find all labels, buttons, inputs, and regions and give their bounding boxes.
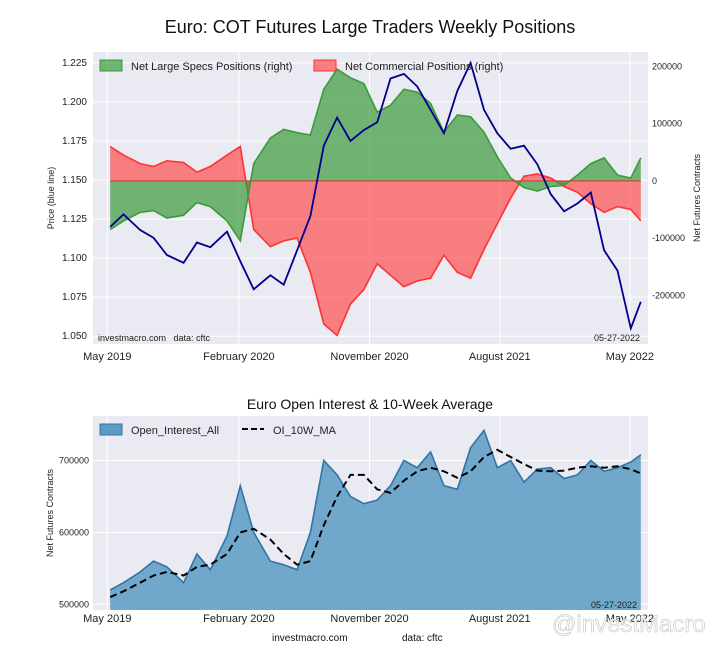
legend-label-specs: Net Large Specs Positions (right) — [131, 61, 292, 73]
moving-average-line — [109, 448, 642, 599]
top-left-tick-label: 1.075 — [62, 292, 87, 303]
open-interest-area — [109, 428, 642, 610]
bottom-date-note: 05-27-2022 — [591, 600, 637, 610]
large-specs-positions-edge — [109, 68, 642, 244]
top-date-note: 05-27-2022 — [594, 333, 640, 343]
open-interest-title: Euro Open Interest & 10-Week Average — [247, 396, 493, 412]
top-x-tick-label: November 2020 — [330, 351, 408, 363]
legend-label-commercial: Net Commercial Positions (right) — [345, 61, 503, 73]
bottom-x-tick-label: May 2019 — [83, 613, 131, 625]
top-source-note: investmacro.com data: cftc — [98, 333, 211, 343]
legend-swatch-specs — [99, 59, 123, 72]
bottom-x-tick-label: May 2022 — [606, 613, 654, 625]
ten-week-average-line — [109, 448, 642, 599]
bottom-x-tick-label: February 2020 — [203, 613, 275, 625]
bottom-y-tick-label: 500000 — [59, 599, 89, 609]
top-left-tick-label: 1.150 — [62, 175, 87, 186]
bottom-x-tick-label: August 2021 — [469, 613, 531, 625]
top-x-tick-label: May 2019 — [83, 351, 131, 363]
top-left-tick-label: 1.225 — [62, 58, 87, 69]
top-right-tick-label: -200000 — [652, 290, 685, 300]
watermark: @investMacro — [552, 611, 706, 638]
top-left-tick-label: 1.200 — [62, 97, 87, 108]
top-left-axis-ticks: 1.050 1.075 1.100 1.125 1.150 1.175 1.200 1.225 — [62, 58, 87, 342]
top-x-tick-label: February 2020 — [203, 351, 275, 363]
top-left-tick-label: 1.100 — [62, 253, 87, 264]
commercial-positions-area — [110, 146, 641, 336]
bottom-legend: Open_Interest_All OI_10W_MA — [99, 423, 337, 437]
price-series-line — [109, 60, 642, 332]
open-interest-fill — [110, 430, 641, 610]
bottom-y-axis-ticks: 500000 600000 700000 — [59, 456, 89, 610]
footer-site: investmacro.com — [272, 633, 348, 644]
top-x-tick-label: August 2021 — [469, 351, 531, 363]
top-left-tick-label: 1.125 — [62, 214, 87, 225]
legend-label-moving-average: OI_10W_MA — [273, 425, 337, 437]
price-positions-chart: 1.050 1.075 1.100 1.125 1.150 1.175 1.200 1.225… — [46, 52, 702, 363]
top-right-axis-ticks: -200000 -100000 0 100000 200000 — [652, 61, 685, 300]
top-legend: Net Large Specs Positions (right) Net Co… — [99, 59, 503, 73]
top-left-axis-label: Price (blue line) — [46, 167, 56, 230]
top-right-tick-label: 100000 — [652, 119, 682, 129]
top-right-tick-label: 0 — [652, 176, 657, 186]
top-price-line — [109, 60, 642, 332]
top-left-tick-label: 1.175 — [62, 136, 87, 147]
top-right-tick-label: 200000 — [652, 61, 682, 71]
top-x-axis-ticks: May 2019 February 2020 November 2020 August… — [83, 351, 654, 363]
bottom-x-tick-label: November 2020 — [330, 613, 408, 625]
top-right-axis-label: Net Futures Contracts — [692, 153, 702, 242]
top-position-areas — [109, 68, 642, 337]
large-specs-positions-area — [110, 69, 641, 241]
legend-swatch-open-interest — [99, 423, 123, 436]
figure-title: Euro: COT Futures Large Traders Weekly P… — [165, 17, 576, 37]
legend-swatch-commercial — [313, 59, 337, 72]
legend-label-open-interest: Open_Interest_All — [131, 425, 219, 437]
top-left-tick-label: 1.050 — [62, 331, 87, 342]
top-right-tick-label: -100000 — [652, 233, 685, 243]
footer-source: data: cftc — [402, 633, 443, 644]
open-interest-edge — [109, 428, 642, 591]
bottom-x-axis-ticks: May 2019 February 2020 November 2020 August… — [83, 613, 654, 625]
bottom-y-tick-label: 700000 — [59, 456, 89, 466]
open-interest-chart: Euro Open Interest & 10-Week Average 500… — [45, 396, 654, 625]
bottom-y-axis-label: Net Futures Contracts — [45, 468, 55, 557]
top-x-tick-label: May 2022 — [606, 351, 654, 363]
bottom-y-tick-label: 600000 — [59, 527, 89, 537]
